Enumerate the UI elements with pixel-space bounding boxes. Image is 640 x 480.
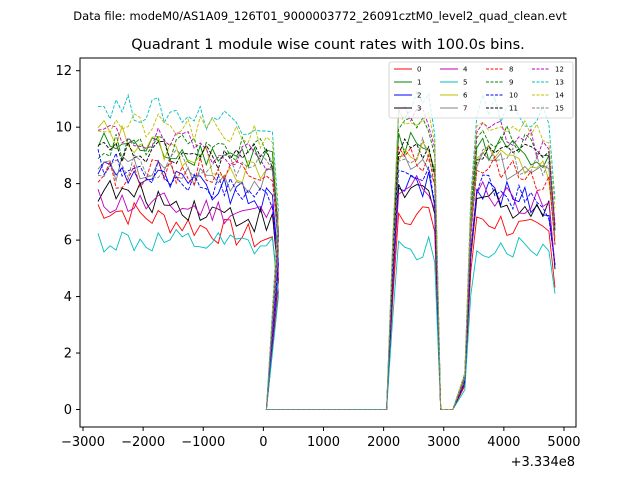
x-offset-label: +3.334e8 (511, 455, 575, 470)
y-tick-label: 0 (64, 403, 72, 418)
plot-lines (97, 90, 556, 410)
legend-label-2: 2 (417, 92, 421, 100)
plot-frame (79, 57, 577, 428)
y-tick-label: 12 (55, 64, 72, 79)
legend-label-14: 14 (555, 92, 564, 100)
x-tick-label: −2000 (121, 435, 165, 450)
y-axis: 0 2 4 6 8 10 12 (55, 64, 80, 418)
chart-title: Quadrant 1 module wise count rates with … (131, 37, 525, 53)
legend-label-1: 1 (417, 79, 421, 87)
legend-label-8: 8 (509, 66, 513, 74)
series-line-11 (97, 138, 556, 410)
legend-label-13: 13 (555, 79, 564, 87)
series-line-8 (97, 145, 556, 410)
legend-label-3: 3 (417, 105, 421, 113)
x-tick-label: −1000 (181, 435, 225, 450)
legend-label-10: 10 (509, 92, 518, 100)
x-tick-label: 2000 (367, 435, 400, 450)
y-tick-label: 10 (55, 121, 72, 136)
x-tick-label: 3000 (427, 435, 460, 450)
y-tick-label: 2 (64, 347, 72, 362)
legend-label-6: 6 (463, 92, 468, 100)
legend-label-7: 7 (463, 105, 467, 113)
x-tick-label: 4000 (487, 435, 520, 450)
x-axis: −3000 −2000 −1000 0 1000 2000 3000 4000 5000 (61, 427, 581, 450)
x-tick-label: 0 (259, 435, 267, 450)
legend-label-0: 0 (417, 66, 421, 74)
series-line-15 (97, 136, 556, 410)
x-tick-label: −3000 (61, 435, 105, 450)
legend-label-15: 15 (555, 105, 564, 113)
legend-label-4: 4 (463, 66, 468, 74)
legend-label-11: 11 (509, 105, 518, 113)
legend-label-9: 9 (509, 79, 513, 87)
x-tick-label: 5000 (547, 435, 580, 450)
y-tick-label: 8 (64, 177, 72, 192)
y-tick-label: 6 (64, 234, 72, 249)
x-tick-label: 1000 (307, 435, 340, 450)
legend-label-12: 12 (555, 66, 564, 74)
legend-box (388, 61, 574, 119)
chart-suptitle: Data file: modeM0/AS1A09_126T01_90000037… (73, 9, 567, 23)
y-tick-label: 4 (64, 290, 72, 305)
legend-label-5: 5 (463, 79, 467, 87)
